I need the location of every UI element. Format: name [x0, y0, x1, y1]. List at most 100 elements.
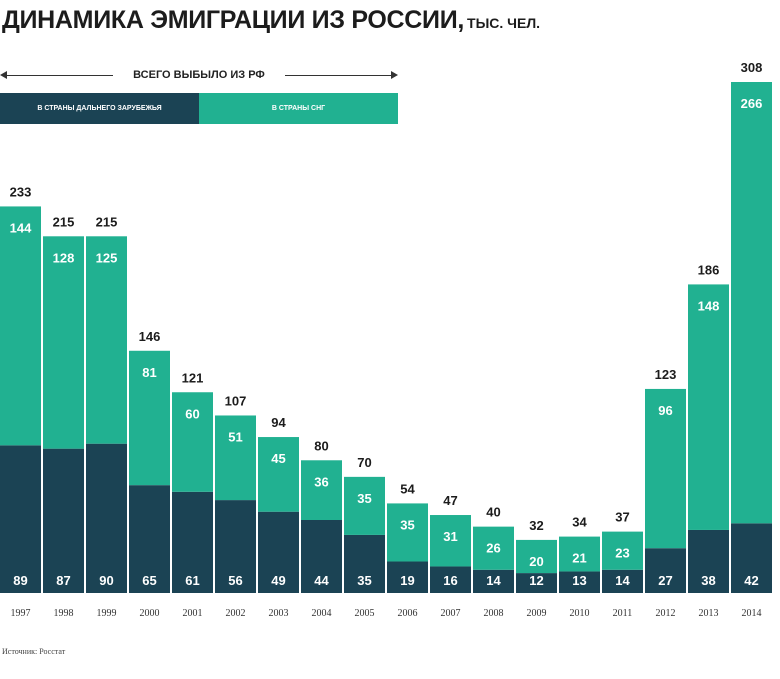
- data-label-cis: 45: [271, 451, 285, 466]
- bar-far-abroad: [215, 500, 256, 593]
- bar-cis: [430, 515, 471, 567]
- bar-cis: [86, 236, 127, 444]
- chart-title-main: ДИНАМИКА ЭМИГРАЦИИ ИЗ РОССИИ,: [2, 6, 465, 34]
- bar-cis: [215, 415, 256, 501]
- bar-far-abroad: [0, 445, 41, 593]
- bar-cis: [559, 536, 600, 572]
- x-tick-label: 2014: [742, 608, 762, 619]
- legend: В СТРАНЫ ДАЛЬНЕГО ЗАРУБЕЖЬЯ В СТРАНЫ СНГ: [0, 93, 398, 124]
- data-label-far-abroad: 14: [615, 573, 630, 588]
- data-label-cis: 26: [486, 541, 500, 556]
- data-label-far-abroad: 42: [744, 573, 758, 588]
- x-tick-label: 2001: [183, 608, 203, 619]
- data-label-far-abroad: 38: [701, 573, 715, 588]
- bar-cis: [301, 460, 342, 520]
- data-label-far-abroad: 49: [271, 573, 285, 588]
- data-label-cis: 125: [96, 250, 118, 265]
- bar-cis: [731, 82, 772, 524]
- x-tick-label: 1999: [97, 608, 117, 619]
- data-label-far-abroad: 16: [443, 573, 457, 588]
- bar-far-abroad: [602, 569, 643, 593]
- total-label-text: ВСЕГО ВЫБЫЛО ИЗ РФ: [113, 66, 285, 84]
- legend-item-cis: В СТРАНЫ СНГ: [199, 93, 398, 124]
- bar-far-abroad: [473, 569, 514, 593]
- data-label-total: 70: [357, 455, 371, 470]
- data-label-total: 94: [271, 415, 286, 430]
- x-tick-label: 2008: [484, 608, 504, 619]
- bar-far-abroad: [387, 561, 428, 593]
- data-label-total: 233: [10, 184, 32, 199]
- bar-far-abroad: [258, 511, 299, 593]
- total-arrow-line-left: [6, 75, 114, 76]
- bar-far-abroad: [129, 485, 170, 593]
- data-label-far-abroad: 13: [572, 573, 586, 588]
- data-label-total: 186: [698, 262, 720, 277]
- data-label-cis: 35: [400, 517, 414, 532]
- data-label-cis: 51: [228, 429, 242, 444]
- x-tick-label: 2002: [226, 608, 246, 619]
- bar-far-abroad: [344, 534, 385, 593]
- bar-cis: [172, 392, 213, 492]
- x-tick-label: 2013: [699, 608, 719, 619]
- bar-cis: [473, 526, 514, 570]
- bar-cis: [688, 284, 729, 530]
- total-label: ВСЕГО ВЫБЫЛО ИЗ РФ: [0, 66, 398, 84]
- data-label-far-abroad: 12: [529, 573, 543, 588]
- data-label-cis: 23: [615, 546, 629, 561]
- data-label-cis: 35: [357, 491, 371, 506]
- total-arrow-line-right: [285, 75, 391, 76]
- data-label-total: 215: [96, 214, 118, 229]
- data-label-total: 32: [529, 518, 543, 533]
- source-note: Источник: Росстат: [2, 647, 66, 656]
- x-tick-label: 2011: [613, 608, 633, 619]
- data-label-cis: 81: [142, 365, 156, 380]
- bar-far-abroad: [430, 566, 471, 593]
- data-label-cis: 128: [53, 250, 75, 265]
- x-tick-label: 2003: [269, 608, 289, 619]
- data-label-cis: 148: [698, 298, 720, 313]
- bar-cis: [387, 503, 428, 562]
- x-tick-label: 2009: [527, 608, 547, 619]
- data-label-total: 54: [400, 481, 415, 496]
- bar-cis: [516, 539, 557, 574]
- data-label-total: 308: [741, 60, 763, 75]
- bar-cis: [258, 437, 299, 512]
- data-label-far-abroad: 27: [658, 573, 672, 588]
- bar-cis: [645, 388, 686, 549]
- data-label-far-abroad: 65: [142, 573, 156, 588]
- data-label-far-abroad: 61: [185, 573, 199, 588]
- data-label-far-abroad: 90: [99, 573, 113, 588]
- arrow-left-icon: [0, 71, 7, 79]
- x-tick-label: 2000: [140, 608, 160, 619]
- legend-item-far-abroad: В СТРАНЫ ДАЛЬНЕГО ЗАРУБЕЖЬЯ: [0, 93, 199, 124]
- bar-cis: [129, 350, 170, 486]
- x-tick-label: 1997: [11, 608, 31, 619]
- data-label-cis: 266: [741, 96, 763, 111]
- bar-far-abroad: [516, 573, 557, 593]
- data-label-far-abroad: 14: [486, 573, 501, 588]
- x-tick-label: 2012: [656, 608, 676, 619]
- bar-cis: [344, 476, 385, 535]
- bar-cis: [602, 531, 643, 570]
- x-tick-label: 2006: [398, 608, 418, 619]
- data-label-cis: 60: [185, 406, 199, 421]
- x-tick-label: 2004: [312, 608, 332, 619]
- x-tick-label: 2010: [570, 608, 590, 619]
- data-label-far-abroad: 44: [314, 573, 329, 588]
- data-label-total: 107: [225, 393, 247, 408]
- data-label-total: 123: [655, 367, 677, 382]
- data-label-cis: 36: [314, 474, 328, 489]
- chart-title: ДИНАМИКА ЭМИГРАЦИИ ИЗ РОССИИ, ТЫС. ЧЕЛ.: [2, 6, 540, 35]
- bar-far-abroad: [645, 548, 686, 593]
- data-label-cis: 21: [572, 551, 586, 566]
- data-label-total: 215: [53, 214, 75, 229]
- data-label-far-abroad: 35: [357, 573, 371, 588]
- data-label-total: 121: [182, 370, 204, 385]
- data-label-cis: 144: [10, 220, 32, 235]
- bar-far-abroad: [301, 520, 342, 593]
- data-label-far-abroad: 19: [400, 573, 414, 588]
- data-label-cis: 20: [529, 554, 543, 569]
- chart-title-unit: ТЫС. ЧЕЛ.: [467, 15, 541, 31]
